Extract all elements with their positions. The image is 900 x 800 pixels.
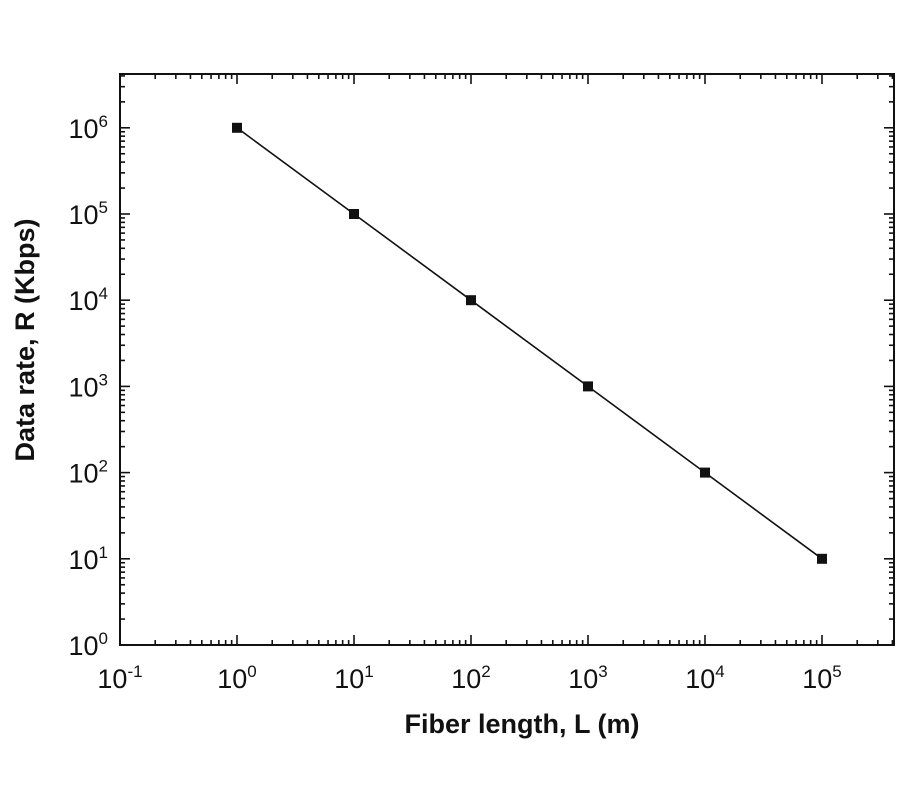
data-point-marker — [700, 467, 710, 478]
data-point-marker — [583, 381, 593, 392]
y-tick-label: 105 — [68, 198, 108, 230]
data-point-marker — [232, 122, 242, 133]
y-tick-label: 103 — [68, 370, 108, 402]
plot-frame — [119, 73, 895, 646]
y-tick-label: 100 — [68, 629, 108, 661]
x-axis-title: Fiber length, L (m) — [405, 709, 640, 739]
x-tick-label: 102 — [451, 662, 491, 694]
y-tick-label: 104 — [68, 284, 108, 316]
series-line — [236, 127, 823, 560]
y-tick-label: 102 — [68, 457, 108, 489]
data-series — [232, 122, 827, 564]
x-tick-label: 100 — [217, 662, 257, 694]
data-point-marker — [466, 295, 476, 306]
data-point-marker — [349, 209, 359, 219]
tick-labels: 10-1 100 101 102 103 104 105100101102103104105… — [68, 112, 841, 694]
x-tick-label: 104 — [685, 662, 725, 694]
x-tick-label: 10-1 — [97, 662, 142, 694]
y-axis-title: Data rate, R (Kbps) — [10, 218, 40, 461]
x-tick-label: 103 — [568, 662, 608, 694]
y-tick-label: 101 — [68, 543, 108, 575]
data-point-marker — [817, 553, 827, 564]
x-tick-label: 105 — [802, 662, 842, 694]
x-tick-label: 101 — [334, 662, 374, 694]
y-tick-label: 106 — [68, 112, 108, 144]
